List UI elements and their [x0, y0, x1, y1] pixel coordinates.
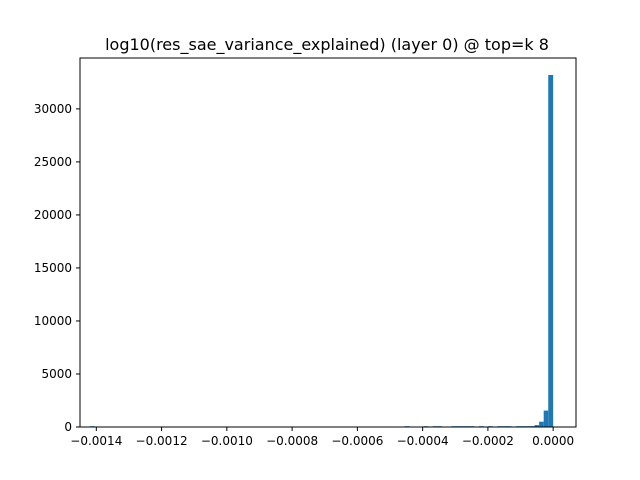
y-tick-label: 10000 — [34, 314, 72, 328]
x-tick-label: −0.0008 — [266, 434, 318, 448]
y-tick-label: 0 — [64, 420, 72, 434]
y-axis: 0 5000 10000 15000 20000 25000 30000 — [34, 102, 80, 434]
histogram-bar — [534, 425, 540, 427]
y-tick-label: 5000 — [41, 367, 72, 381]
x-tick-label: −0.0006 — [331, 434, 383, 448]
histogram-bar — [543, 410, 549, 427]
y-tick-label: 25000 — [34, 155, 72, 169]
x-tick-label: −0.0002 — [462, 434, 514, 448]
x-tick-label: 0.0000 — [532, 434, 574, 448]
y-tick-label: 15000 — [34, 261, 72, 275]
x-tick-label: −0.0012 — [136, 434, 188, 448]
x-tick-label: −0.0010 — [201, 434, 253, 448]
plot-frame — [79, 57, 577, 428]
y-tick-label: 30000 — [34, 102, 72, 116]
histogram-bar — [548, 74, 554, 427]
x-axis: −0.0014 −0.0012 −0.0010 −0.0008 −0.0006 −0.00… — [70, 427, 574, 448]
y-tick-label: 20000 — [34, 208, 72, 222]
chart-title: log10(res_sae_variance_explained) (layer… — [105, 35, 549, 55]
histogram-bar — [539, 421, 544, 427]
x-tick-label: −0.0004 — [397, 434, 449, 448]
x-tick-label: −0.0014 — [70, 434, 122, 448]
